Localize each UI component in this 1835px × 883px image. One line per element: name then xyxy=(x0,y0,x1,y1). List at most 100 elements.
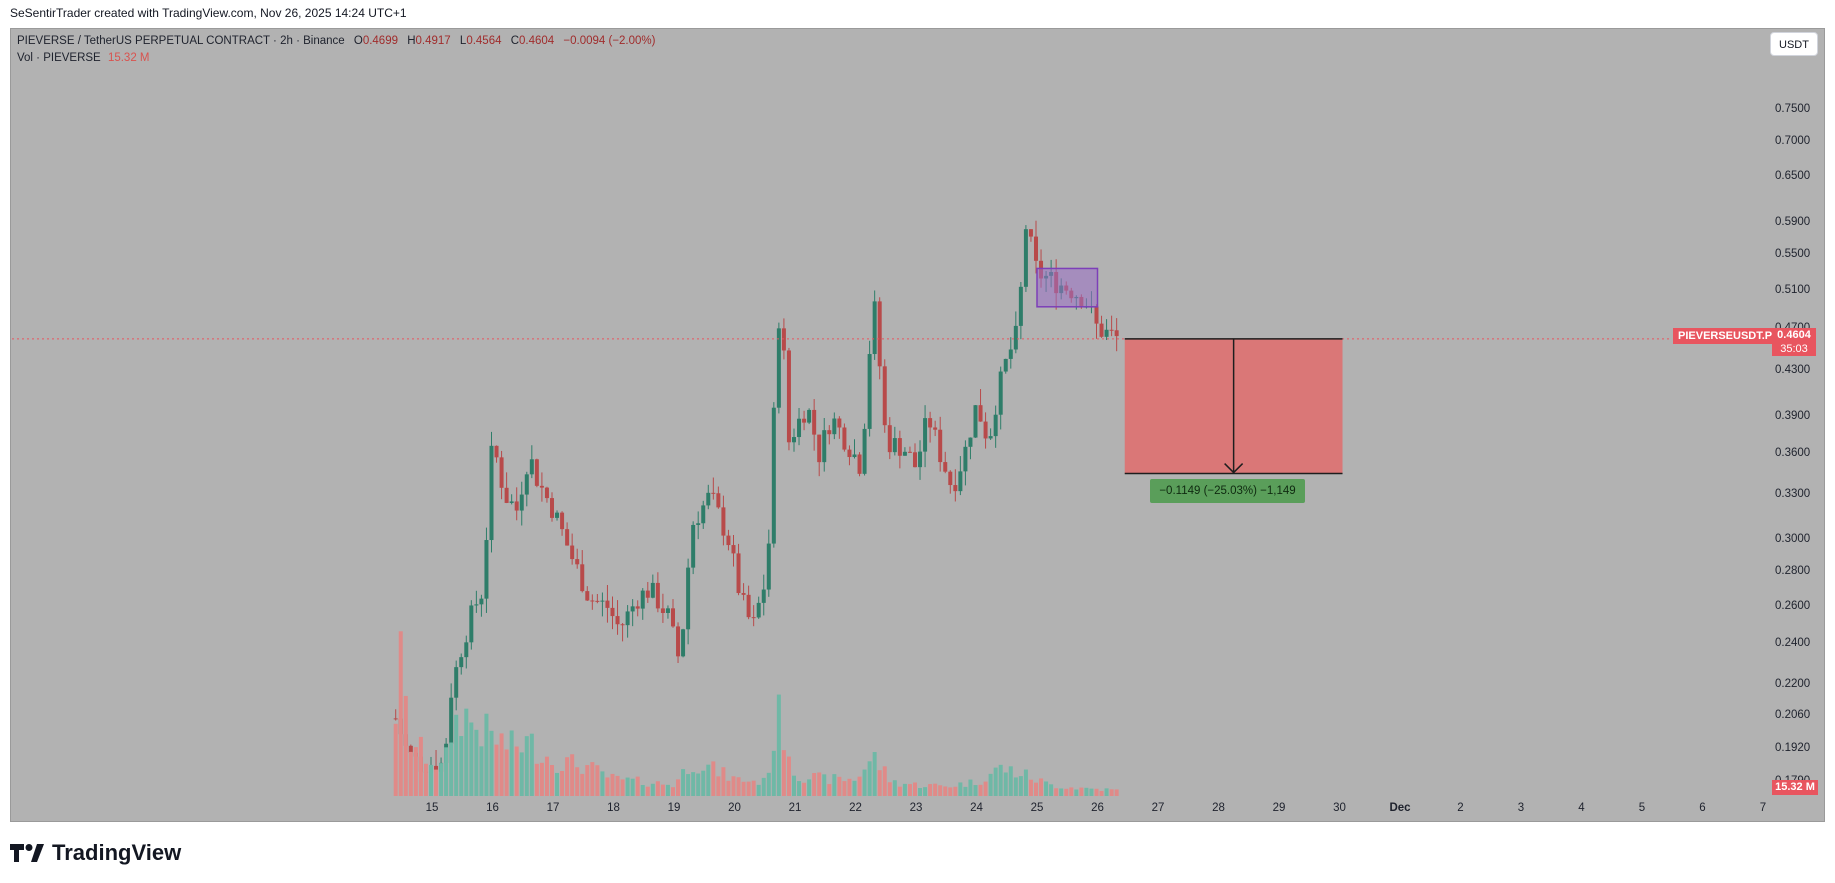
volume-bar xyxy=(963,786,968,796)
short-arrow-head xyxy=(1224,463,1244,474)
candle-body xyxy=(897,438,902,456)
volume-bar xyxy=(1094,788,1099,796)
volume-bar xyxy=(665,784,670,796)
candle-body xyxy=(595,600,600,602)
candle-body xyxy=(539,485,544,488)
candle-body xyxy=(645,590,650,598)
candle-body xyxy=(499,457,504,488)
volume-bar xyxy=(590,762,595,796)
time-tick: 2 xyxy=(1457,802,1464,814)
candle-body xyxy=(1018,286,1023,326)
volume-bar xyxy=(610,773,615,796)
volume-bar xyxy=(625,777,630,796)
chart-header-title: SeSentirTrader created with TradingView.… xyxy=(10,6,407,20)
price-tick: 0.7000 xyxy=(1775,135,1811,148)
volume-bar xyxy=(761,777,766,796)
volume-bar xyxy=(640,784,645,796)
volume-bar xyxy=(444,747,449,796)
candle-body xyxy=(973,405,978,438)
time-tick: 23 xyxy=(909,802,923,814)
volume-bar xyxy=(847,778,852,796)
candle-body xyxy=(933,427,938,430)
volume-bar xyxy=(691,772,696,796)
volume-bar xyxy=(434,769,439,796)
candle-body xyxy=(464,642,469,658)
volume-bar xyxy=(676,779,681,796)
candle-body xyxy=(650,582,655,598)
volume-bar xyxy=(454,714,459,796)
candle-body xyxy=(560,512,565,530)
candle-body xyxy=(837,418,842,428)
candle-body xyxy=(1094,306,1099,324)
open-value: 0.4699 xyxy=(362,35,398,47)
volume-bar xyxy=(560,770,565,796)
volume-bar xyxy=(943,786,948,796)
candle-body xyxy=(610,607,615,617)
volume-bar xyxy=(549,765,554,796)
currency-button[interactable]: USDT xyxy=(1770,32,1818,56)
candle-body xyxy=(791,437,796,443)
candle-body xyxy=(953,485,958,492)
volume-bar xyxy=(701,770,706,796)
candle-body xyxy=(489,445,494,541)
candle-body xyxy=(701,505,706,524)
high-value: 0.4917 xyxy=(415,35,451,47)
candle-body xyxy=(640,590,645,609)
volume-bar xyxy=(1018,776,1023,796)
volume-bar xyxy=(832,774,837,796)
candle-body xyxy=(696,523,701,525)
price-tick: 0.2200 xyxy=(1775,678,1811,691)
low-label: L xyxy=(459,35,467,47)
time-tick: 29 xyxy=(1272,802,1286,814)
candle-body xyxy=(1104,329,1109,337)
price-tick: 0.2800 xyxy=(1775,565,1811,578)
time-tick: 16 xyxy=(486,802,499,814)
volume-bar xyxy=(620,779,625,796)
candle-body xyxy=(938,429,943,463)
time-tick: 15 xyxy=(425,802,439,814)
candle-body xyxy=(802,418,807,423)
candle-body xyxy=(469,605,474,643)
volume-bar xyxy=(973,785,978,796)
candle-body xyxy=(449,697,454,744)
volume-bar xyxy=(822,774,827,796)
volume-bar xyxy=(398,631,403,796)
volume-bar xyxy=(711,761,716,796)
tradingview-logo[interactable]: TradingView xyxy=(10,840,181,866)
short-position-target-label[interactable]: −0.1149 (−25.03%) −1,149 xyxy=(1150,479,1305,503)
candle-body xyxy=(711,492,716,494)
volume-bar xyxy=(539,762,544,796)
low-value: 0.4564 xyxy=(466,35,502,47)
volume-bar xyxy=(958,782,963,796)
candle-body xyxy=(776,328,781,408)
symbol-legend: PIEVERSE / TetherUS PERPETUAL CONTRACT ·… xyxy=(17,35,655,47)
brand-name: TradingView xyxy=(52,840,182,865)
volume-bar xyxy=(912,782,917,796)
candle-body xyxy=(847,449,852,458)
symbol-name[interactable]: PIEVERSE / TetherUS PERPETUAL CONTRACT ·… xyxy=(17,35,345,47)
volume-bar xyxy=(1114,789,1119,796)
candle-body xyxy=(434,765,439,772)
candle-body xyxy=(1099,323,1104,337)
candle-body xyxy=(741,593,746,595)
change-value: −0.0094 (−2.00%) xyxy=(563,35,656,47)
volume-bar xyxy=(751,780,756,796)
candle-body xyxy=(635,606,640,609)
candle-body xyxy=(393,718,398,720)
candle-body xyxy=(731,545,736,554)
candle-body xyxy=(479,598,484,605)
time-tick: 26 xyxy=(1091,802,1104,814)
price-tick: 0.2060 xyxy=(1775,709,1811,722)
volume-bar xyxy=(529,733,534,796)
chart-panel[interactable] xyxy=(10,28,1825,822)
volume-bar xyxy=(504,749,509,796)
volume-bar xyxy=(862,769,867,796)
volume-bar xyxy=(797,781,802,796)
volume-label[interactable]: Vol · PIEVERSE xyxy=(17,52,101,64)
candle-body xyxy=(978,405,983,422)
volume-bar xyxy=(923,787,928,796)
candle-body xyxy=(882,366,887,426)
volume-legend: Vol · PIEVERSE 15.32 M xyxy=(17,52,150,64)
volume-bar xyxy=(1074,789,1079,796)
